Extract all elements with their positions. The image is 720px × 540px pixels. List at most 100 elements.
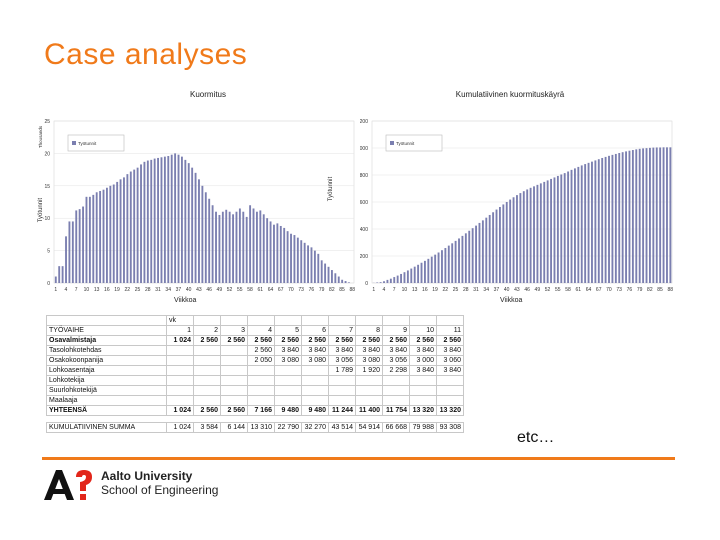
aalto-logo-icon [44, 470, 92, 500]
table-row-label: KUMULATIIVINEN SUMMA [46, 422, 167, 433]
table-column-header: 9 [382, 325, 410, 336]
table-cell: 13 320 [409, 405, 437, 416]
x-tick-label: 55 [555, 287, 561, 293]
table-cell [166, 415, 194, 423]
bar [447, 245, 450, 283]
y-tick-label: 400 [360, 227, 368, 233]
bar [519, 193, 522, 283]
table-cell [166, 355, 194, 366]
table-cell [436, 315, 464, 326]
table-cell: 3 840 [409, 345, 437, 356]
table-cell [247, 395, 275, 406]
x-tick-label: 85 [339, 287, 345, 293]
bar [259, 210, 262, 283]
y-tick-label: 200 [360, 254, 368, 260]
table-cell: 2 560 [382, 335, 410, 346]
bar [625, 151, 627, 283]
chart-title: Kuormitus [190, 90, 226, 99]
x-tick-label: 82 [647, 287, 653, 293]
table-cell [193, 415, 221, 423]
x-tick-label: 85 [657, 287, 663, 293]
bar [662, 147, 665, 283]
bar [468, 230, 471, 283]
y-tick-label: 1200 [360, 119, 368, 125]
bar [406, 270, 409, 283]
table-cell: 3 840 [436, 345, 464, 356]
bar [587, 162, 590, 283]
table-column-header: 6 [301, 325, 329, 336]
x-axis-label: Viikkoa [500, 297, 523, 304]
bar [348, 282, 350, 283]
legend-box [385, 134, 443, 152]
table-row: YHTEENSÄ 1 024 2 560 2 560 7 166 9 480 9 480 11… [46, 405, 464, 416]
table-cell [355, 395, 383, 406]
load-chart: Kuormitus 0 5 10 15 20 25 1 4 7 10 13 16 19 22 25 28 31 34… [36, 85, 362, 310]
bar [601, 157, 604, 283]
table-cell: 2 560 [301, 335, 329, 346]
x-tick-label: 67 [596, 287, 602, 293]
bar [126, 174, 129, 283]
table-cell [220, 345, 248, 356]
university-line1: Aalto University [101, 469, 193, 483]
x-tick-label: 37 [176, 287, 182, 293]
bar [85, 196, 88, 283]
table-row: Maalaaja [46, 395, 464, 406]
bar [68, 221, 71, 283]
bar [119, 179, 122, 283]
x-tick-label: 34 [165, 287, 171, 293]
bar [614, 153, 617, 283]
bar [78, 209, 81, 283]
table-row: Osakokoonpanija 2 050 3 080 3 080 3 056 3 080… [46, 355, 464, 366]
legend-swatch [72, 141, 76, 145]
table-cell: 9 480 [301, 405, 329, 416]
table-cell [247, 385, 275, 396]
bar [389, 278, 392, 283]
table-cell [247, 315, 275, 326]
table-cell [220, 395, 248, 406]
table-cell: 13 310 [247, 422, 275, 433]
bar [481, 220, 484, 283]
x-tick-label: 25 [135, 287, 141, 293]
bar [420, 262, 423, 283]
y-tick-label: 10 [44, 216, 50, 222]
table-cell: 79 988 [409, 422, 437, 433]
table-cell: 1 920 [355, 365, 383, 376]
bar [652, 147, 655, 283]
y-tick-label: 600 [360, 200, 368, 206]
bar [567, 171, 570, 283]
bar [170, 154, 173, 283]
bar [211, 205, 214, 283]
x-tick-label: 19 [114, 287, 120, 293]
y-tick-label: 0 [365, 281, 368, 287]
bar [255, 211, 258, 283]
legend-label: Työtunnit [78, 141, 97, 146]
y-axis-label: Työtunnit [38, 198, 44, 223]
x-tick-label: 31 [473, 287, 479, 293]
table-cell: 3 840 [409, 365, 437, 376]
bar [413, 266, 416, 283]
x-tick-label: 16 [104, 287, 110, 293]
chart-title: Kumulatiivinen kuormituskäyrä [456, 90, 565, 99]
table-cell [166, 395, 194, 406]
table-cell [382, 385, 410, 396]
bar [584, 164, 587, 283]
bar [597, 159, 600, 283]
bar [71, 221, 74, 283]
bar [478, 222, 481, 283]
bar [153, 158, 156, 283]
bar [451, 243, 454, 283]
bar [635, 149, 638, 283]
bar [529, 187, 532, 283]
bar [648, 147, 651, 283]
legend-label: Työtunnit [396, 141, 415, 146]
bar [300, 240, 303, 283]
x-tick-label: 34 [483, 287, 489, 293]
bar [495, 209, 498, 283]
bar [441, 250, 443, 283]
table-cell [274, 415, 302, 423]
table-cell: 1 789 [328, 365, 356, 376]
table-cell [382, 315, 410, 326]
bar [505, 202, 508, 283]
table-cell [436, 415, 464, 423]
bar [198, 179, 200, 283]
